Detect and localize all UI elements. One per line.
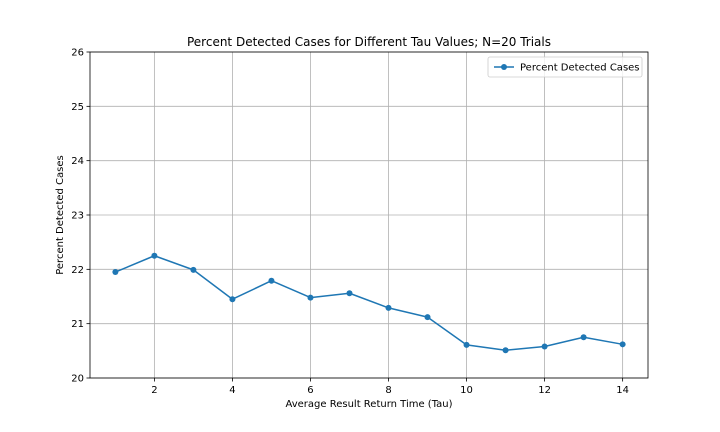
data-point: [619, 341, 626, 348]
legend-marker-sample: [501, 64, 507, 70]
data-point: [190, 266, 197, 273]
data-point: [580, 334, 587, 341]
data-point: [151, 252, 158, 259]
x-tick-label: 10: [460, 385, 473, 396]
data-point: [385, 304, 392, 311]
y-tick-label: 24: [71, 156, 84, 167]
y-axis-label: Percent Detected Cases: [55, 155, 66, 275]
y-tick-label: 23: [71, 211, 84, 222]
data-point: [424, 314, 431, 321]
x-tick-label: 4: [229, 385, 235, 396]
x-tick-label: 6: [307, 385, 313, 396]
x-tick-label: 14: [616, 385, 629, 396]
data-point: [463, 341, 470, 348]
series-layer: [112, 252, 626, 354]
y-axis-ticks: 20 21 22 23 24 25 26: [71, 48, 90, 385]
y-tick-label: 20: [71, 374, 84, 385]
data-point: [346, 290, 353, 297]
y-tick-label: 22: [71, 265, 84, 276]
x-tick-label: 12: [538, 385, 551, 396]
chart-title: Percent Detected Cases for Different Tau…: [187, 35, 551, 49]
data-point: [502, 347, 509, 354]
legend-box: [487, 56, 643, 78]
legend: Percent Detected Cases: [487, 56, 643, 78]
data-point: [541, 343, 548, 350]
x-axis-label: Average Result Return Time (Tau): [285, 399, 452, 410]
data-point: [112, 269, 119, 276]
x-tick-label: 2: [151, 385, 157, 396]
data-point: [307, 294, 314, 301]
legend-entry-label: Percent Detected Cases: [520, 63, 640, 74]
data-point: [229, 296, 236, 303]
y-tick-label: 21: [71, 319, 84, 330]
data-point: [268, 277, 275, 284]
series-line: [115, 255, 623, 352]
y-tick-label: 25: [71, 102, 84, 113]
x-axis-ticks: 2 4 6 8 10 12 14: [151, 378, 629, 396]
x-tick-label: 8: [385, 385, 391, 396]
y-tick-label: 26: [71, 48, 84, 59]
